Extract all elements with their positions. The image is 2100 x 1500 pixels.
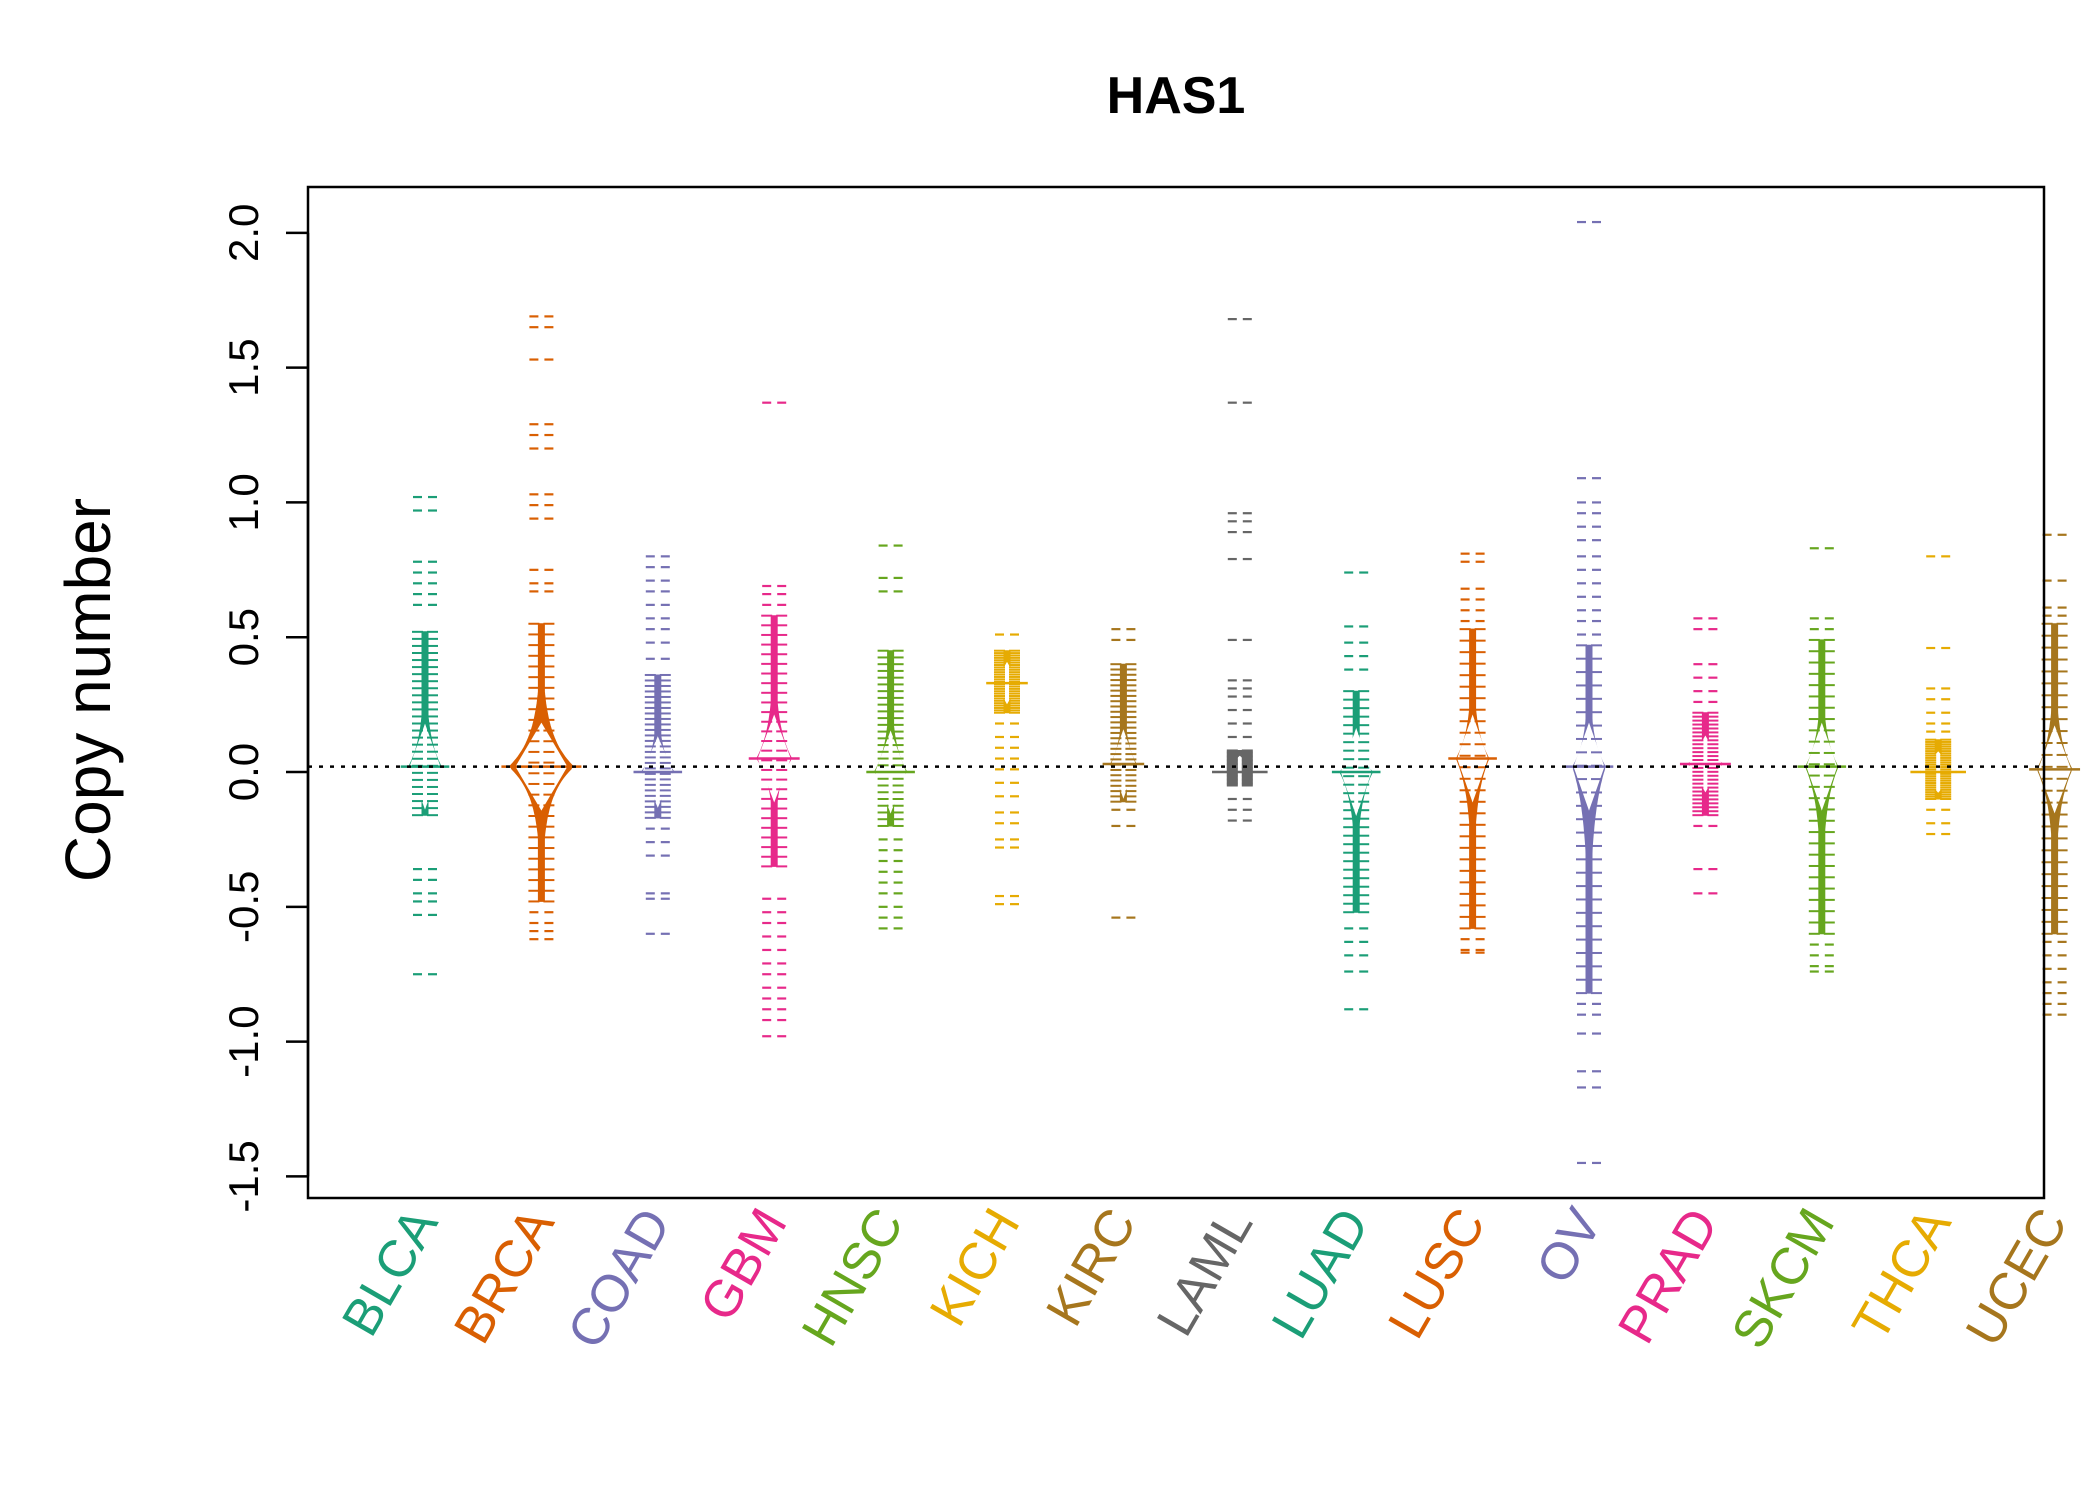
bean-hnsc (866, 544, 915, 930)
y-axis: -1.5 -1.0 -0.5 0.0 0.5 1.0 1.5 2.0 (220, 204, 310, 1213)
y-tick-label: 0.0 (220, 743, 267, 801)
bean-kirc (1102, 628, 1145, 919)
chart-title: HAS1 (1107, 67, 1246, 125)
y-tick-label: 1.5 (220, 338, 267, 396)
y-tick-label: 1.0 (220, 473, 267, 531)
bean-blca (400, 495, 450, 976)
bean-prad (1679, 617, 1731, 895)
beans-layer (400, 220, 2081, 1165)
y-tick-label: 2.0 (220, 204, 267, 262)
y-tick-label: 0.5 (220, 608, 267, 666)
bean-gbm (748, 401, 800, 1038)
bean-coad (633, 555, 683, 935)
bean-luad (1331, 571, 1381, 1011)
bean-lusc (1448, 552, 1497, 954)
y-tick-label: -1.0 (220, 1005, 267, 1077)
bean-brca (501, 315, 582, 941)
bean-skcm (1797, 547, 1847, 973)
y-axis-label: Copy number (52, 498, 124, 882)
y-tick-label: -0.5 (220, 871, 267, 943)
bean-laml (1212, 318, 1268, 822)
bean-thca (1910, 555, 1966, 836)
bean-kich (986, 633, 1028, 906)
y-tick-label: -1.5 (220, 1140, 267, 1212)
bean-ov (1564, 220, 1614, 1165)
